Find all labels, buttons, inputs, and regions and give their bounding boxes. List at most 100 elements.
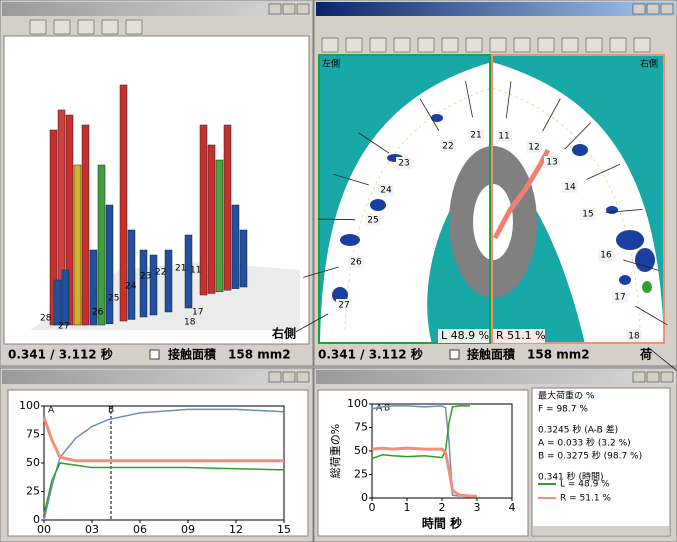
tooth-label: 21 (470, 131, 481, 141)
tooth-divider (505, 81, 512, 119)
tool-button[interactable] (321, 37, 339, 53)
contact-label: 接触面積 (168, 347, 217, 362)
bar (139, 249, 148, 318)
tooth-divider (647, 347, 677, 371)
bar (127, 229, 136, 320)
tool-button[interactable] (537, 37, 555, 53)
bar (215, 159, 224, 293)
tool-button[interactable] (489, 37, 507, 53)
tool-button[interactable] (77, 19, 95, 35)
info-line: B = 0.3275 秒 (98.7 %) (538, 450, 642, 462)
contact (619, 275, 631, 285)
info-line: F = 98.7 % (538, 405, 588, 415)
bar (73, 164, 82, 326)
contact (642, 281, 652, 293)
tooth-label: 18 (184, 318, 196, 328)
tool-button[interactable] (125, 19, 143, 35)
y-tick-label: 0 (361, 491, 368, 504)
info: 最大荷重の % F = 98.7 % 0.3245 秒 (A-B 差)A = 0.0… (538, 390, 642, 504)
tooth-divider (623, 259, 659, 271)
tooth-box (365, 214, 381, 226)
tooth-divider (564, 122, 591, 150)
tool-button[interactable] (345, 37, 363, 53)
window-button[interactable] (268, 371, 282, 383)
window-button[interactable] (646, 3, 660, 15)
tooth-label: 17 (192, 308, 203, 318)
window-button[interactable] (660, 3, 674, 15)
checkbox[interactable] (449, 349, 460, 360)
left-label: 左側 (322, 58, 340, 70)
tooth-label: 16 (600, 251, 612, 261)
tool-button[interactable] (513, 37, 531, 53)
tooth-label: 28 (40, 314, 52, 324)
tool-button[interactable] (633, 37, 651, 53)
arch-guide (344, 87, 641, 331)
tooth-box (580, 208, 596, 220)
x-tick-label: 4 (509, 501, 516, 514)
bar (231, 204, 240, 289)
bar (239, 229, 248, 288)
tooth-label: 12 (528, 143, 539, 153)
tooth-box (598, 249, 614, 261)
window-button[interactable] (632, 3, 646, 15)
tool-button[interactable] (417, 37, 435, 53)
series-line (371, 405, 470, 460)
bar (184, 234, 193, 309)
left-frame (318, 54, 491, 344)
plot-area (43, 405, 285, 521)
window-button[interactable] (632, 371, 646, 383)
tooth-divider (542, 98, 561, 132)
info-line: 0.341 秒 (時間) (538, 471, 604, 483)
tool-button[interactable] (561, 37, 579, 53)
window-button[interactable] (282, 371, 296, 383)
tooth-label: 21 (175, 264, 186, 274)
tooth-divider (419, 98, 440, 131)
bar (199, 124, 208, 296)
tool-button[interactable] (369, 37, 387, 53)
tooth-label: 15 (582, 210, 593, 220)
arch (320, 62, 664, 344)
contact (370, 199, 386, 211)
right-share: R 51.1 % (496, 329, 546, 342)
tooth-label: 18 (628, 332, 640, 342)
tool-button[interactable] (465, 37, 483, 53)
window-button[interactable] (660, 371, 674, 383)
side-label: 右側 (271, 326, 296, 341)
tooth-box (336, 299, 352, 311)
title-bar (316, 2, 675, 16)
window-button[interactable] (282, 3, 296, 15)
window-button[interactable] (268, 3, 282, 15)
y-tick-label: 75 (26, 428, 40, 441)
window-button[interactable] (296, 371, 310, 383)
checkbox[interactable] (149, 349, 160, 360)
tooth-box (612, 291, 628, 303)
right-frame (491, 54, 665, 344)
window-button[interactable] (296, 3, 310, 15)
y-axis-label: 総荷重の% (328, 424, 342, 478)
tooth-labels: 21 22 23 24 25 26 27 11 12 13 14 15 16 17 18 (295, 80, 677, 371)
bar (149, 254, 158, 316)
window-button[interactable] (646, 371, 660, 383)
status-right: 荷 (639, 347, 652, 362)
contact (431, 114, 443, 122)
tool-button[interactable] (29, 19, 47, 35)
tool-button[interactable] (441, 37, 459, 53)
x-tick-label: 3 (474, 501, 481, 514)
legend-label: R = 51.1 % (560, 494, 611, 504)
tooth-box (626, 330, 642, 342)
tool-button[interactable] (53, 19, 71, 35)
tooth-box (468, 129, 484, 141)
tool-button[interactable] (609, 37, 627, 53)
tooth-box (562, 181, 578, 193)
tool-button[interactable] (585, 37, 603, 53)
annotation: A (48, 406, 55, 416)
info-panel (531, 387, 671, 537)
tool-button[interactable] (393, 37, 411, 53)
tool-button[interactable] (101, 19, 119, 35)
series-line (42, 416, 284, 463)
toolbar (29, 19, 651, 53)
scrollbar[interactable] (533, 526, 669, 535)
y-tick-label: 75 (354, 421, 368, 434)
